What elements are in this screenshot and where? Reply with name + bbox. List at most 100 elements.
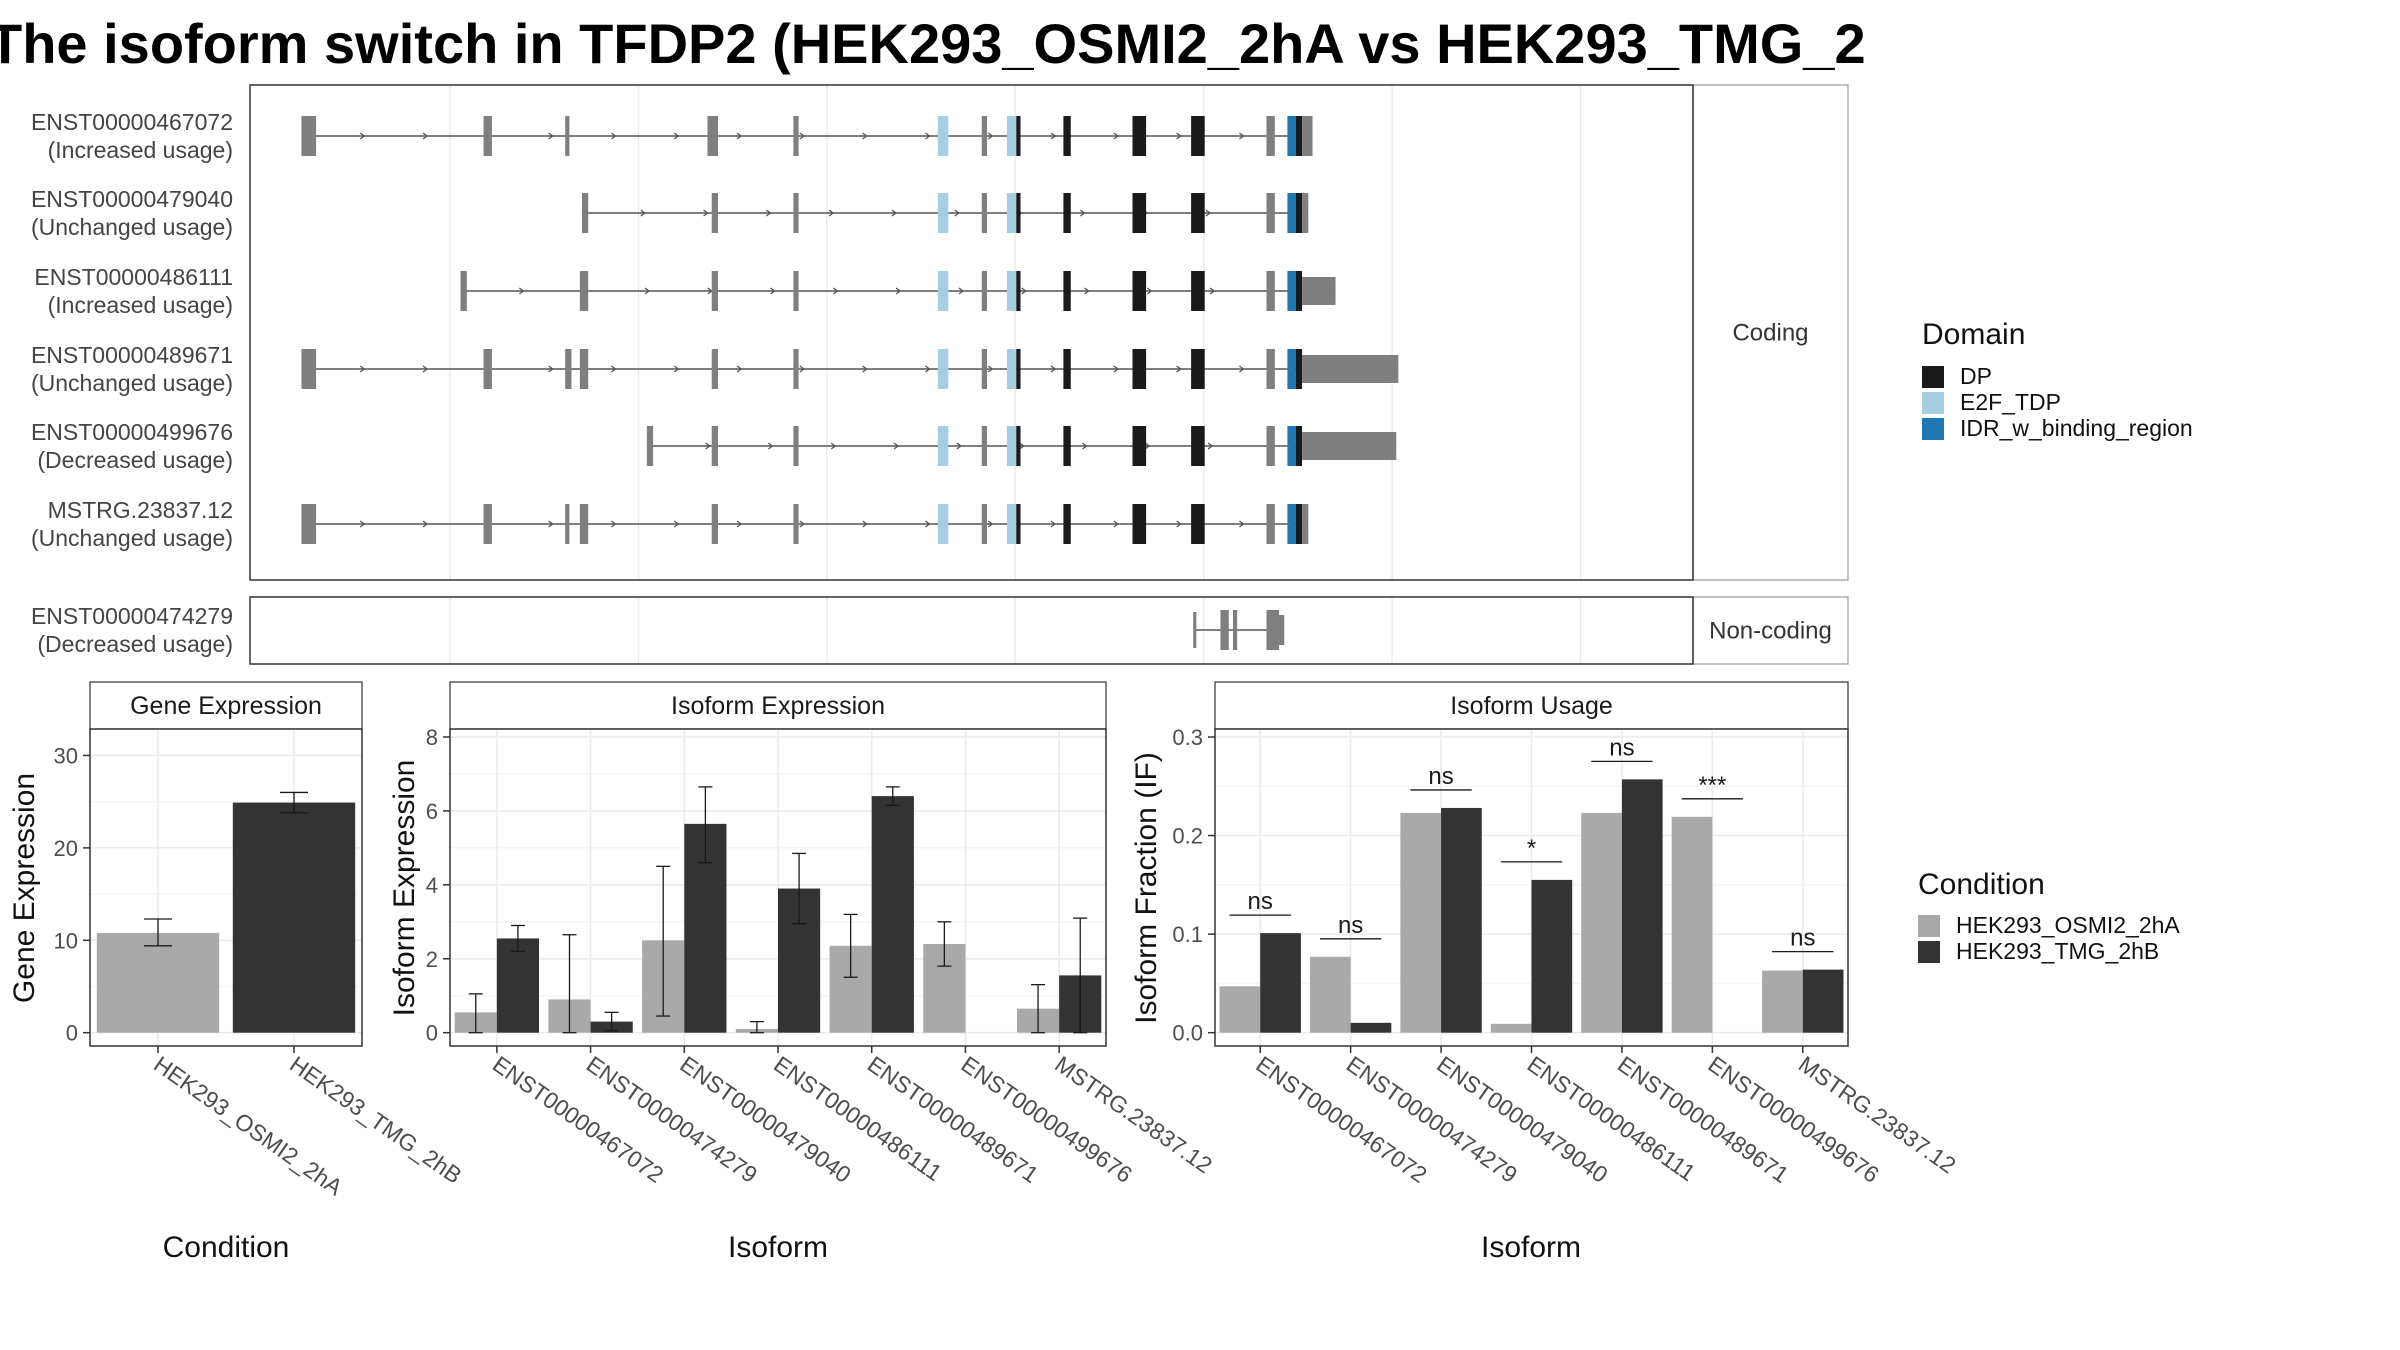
bar xyxy=(1802,969,1844,1033)
exon xyxy=(981,116,988,156)
strand-arrow xyxy=(895,287,902,295)
exon xyxy=(1220,610,1229,650)
strand-arrow xyxy=(548,365,554,373)
domain-segment xyxy=(1295,426,1303,466)
exon xyxy=(711,504,719,544)
strand-arrow xyxy=(548,520,554,528)
exon xyxy=(1232,610,1238,650)
strand-arrow xyxy=(611,132,617,140)
domain-segment xyxy=(1006,504,1017,544)
bar xyxy=(1350,1022,1392,1033)
transcript-2-model xyxy=(581,193,1309,233)
strand-arrow xyxy=(925,365,931,373)
strand-arrow xyxy=(1050,520,1057,528)
strand-arrow xyxy=(770,287,776,295)
strand-arrow xyxy=(518,287,525,295)
transcript-id-label: ENST00000486111 xyxy=(34,264,233,290)
bar-panels: Gene Expression0102030HEK293_OSMI2_2hAHE… xyxy=(8,681,1961,1264)
y-tick-label: 0 xyxy=(66,1021,78,1046)
strand-arrow xyxy=(768,442,774,450)
exon xyxy=(565,504,570,544)
bar xyxy=(496,938,540,1033)
strand-arrow xyxy=(1207,442,1214,450)
strand-arrow xyxy=(1050,132,1057,140)
exon xyxy=(1266,504,1275,544)
strand-arrow xyxy=(1113,132,1119,140)
exon xyxy=(1302,432,1397,460)
bar xyxy=(1219,986,1261,1033)
transcript-id-label: ENST00000499676 xyxy=(31,419,233,445)
exon xyxy=(1266,426,1275,466)
panel-isoform-expression: Isoform Expression02468ENST00000467072EN… xyxy=(388,681,1217,1264)
figure-title: The isoform switch in TFDP2 (HEK293_OSMI… xyxy=(0,12,1868,75)
domain-segment xyxy=(1006,116,1017,156)
bar xyxy=(1671,816,1713,1033)
exon xyxy=(793,193,799,233)
bar xyxy=(1260,933,1301,1033)
domain-segment xyxy=(1287,271,1296,311)
domain-segment xyxy=(1295,193,1303,233)
domain-segment xyxy=(937,271,949,311)
strand-arrow xyxy=(1084,287,1090,295)
strand-arrow xyxy=(1079,209,1086,217)
domain-segment xyxy=(1132,504,1147,544)
coding-panel-strip-label: Coding xyxy=(1732,320,1808,347)
domain-segment xyxy=(937,504,949,544)
domain-segment xyxy=(1016,193,1021,233)
strand-arrow xyxy=(359,365,366,373)
domain-segment xyxy=(1016,504,1021,544)
strand-arrow xyxy=(891,209,898,217)
legend-label: HEK293_TMG_2hB xyxy=(1956,938,2159,964)
exon xyxy=(579,271,589,311)
strand-arrow xyxy=(673,132,680,140)
exon xyxy=(981,193,988,233)
strand-arrow xyxy=(1239,365,1245,373)
exon xyxy=(579,349,589,389)
exon xyxy=(1266,610,1280,650)
transcript-id-label: ENST00000479040 xyxy=(31,186,233,212)
y-axis-title: Isoform Expression xyxy=(388,760,421,1017)
strand-arrow xyxy=(644,287,651,295)
strand-arrow xyxy=(987,520,994,528)
domain-segment xyxy=(1132,426,1147,466)
strand-arrow xyxy=(736,132,743,140)
significance-label: * xyxy=(1527,835,1536,862)
bar xyxy=(1531,879,1573,1033)
domain-segment xyxy=(1006,193,1017,233)
transcript-id-label: ENST00000467072 xyxy=(31,109,233,135)
x-tick-label: ENST00000499676 xyxy=(957,1051,1137,1188)
transcript-1-model xyxy=(301,116,1313,156)
bar xyxy=(96,932,220,1033)
domain-segment xyxy=(1191,193,1205,233)
strand-arrow xyxy=(799,365,805,373)
domain-segment xyxy=(1191,426,1205,466)
coding-panel-border xyxy=(249,84,1694,581)
transcript-usage-label: (Unchanged usage) xyxy=(31,214,233,240)
bar xyxy=(1581,812,1622,1033)
y-tick-label: 0 xyxy=(426,1021,438,1046)
noncoding-panel-strip-label: Non-coding xyxy=(1709,618,1832,645)
exon xyxy=(981,271,988,311)
domain-segment xyxy=(1295,116,1303,156)
strand-arrow xyxy=(1019,442,1025,450)
strand-arrow xyxy=(832,287,839,295)
exon xyxy=(711,426,719,466)
strand-arrow xyxy=(1176,132,1182,140)
transcript-usage-label: (Decreased usage) xyxy=(37,447,233,473)
strand-arrow xyxy=(673,365,680,373)
domain-segment xyxy=(1287,426,1296,466)
domain-segment xyxy=(1287,193,1296,233)
legend-label: E2F_TDP xyxy=(1960,389,2061,415)
transcript-usage-label: (Decreased usage) xyxy=(37,631,233,657)
domain-segment xyxy=(1063,116,1071,156)
strand-arrow xyxy=(799,132,805,140)
domain-segment xyxy=(1063,426,1071,466)
exon xyxy=(460,271,467,311)
strand-arrow xyxy=(862,520,868,528)
strand-arrow xyxy=(1146,287,1153,295)
domain-segment xyxy=(1016,426,1021,466)
domain-legend-title: Domain xyxy=(1922,318,2025,351)
transcript-id-label: ENST00000489671 xyxy=(31,342,233,368)
